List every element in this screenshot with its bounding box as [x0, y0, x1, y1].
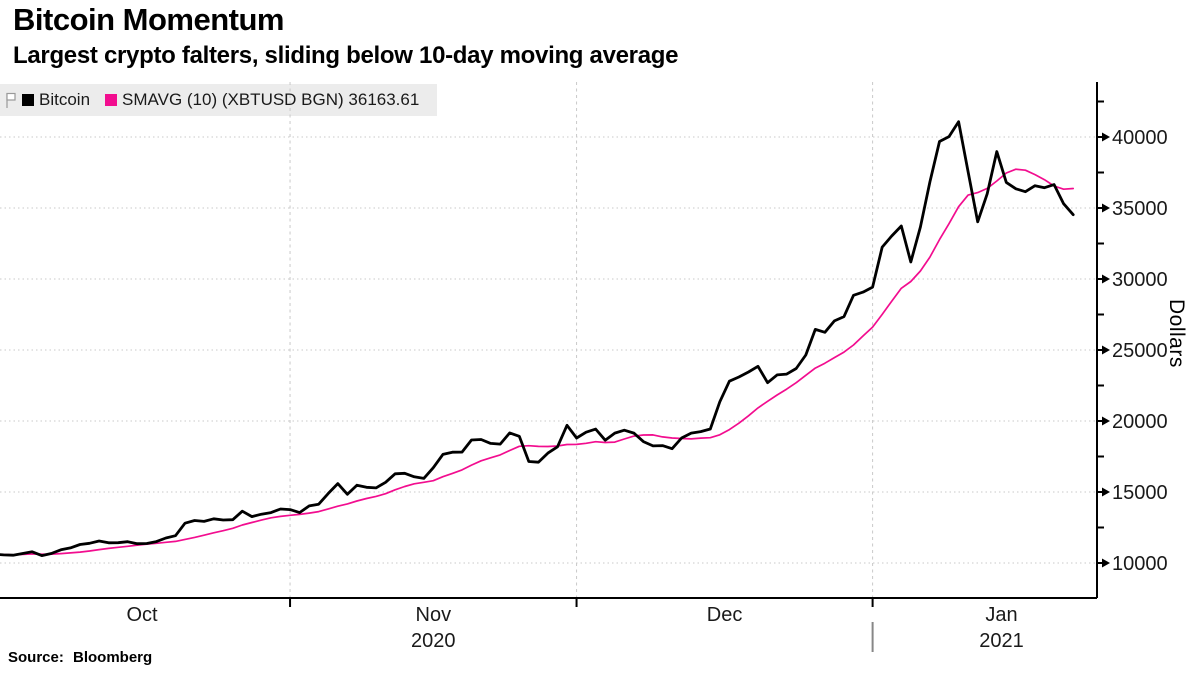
- legend: Bitcoin SMAVG (10) (XBTUSD BGN) 36163.61: [0, 84, 437, 116]
- bitcoin-line: [0, 120, 1075, 557]
- legend-item-bitcoin[interactable]: Bitcoin: [22, 90, 90, 110]
- bitcoin-swatch: [22, 94, 34, 106]
- y-tick-label: 35000: [1112, 198, 1168, 220]
- month-label: Jan: [985, 604, 1017, 626]
- y-tick-label: 25000: [1112, 340, 1168, 362]
- y-gridlines: [0, 136, 1097, 564]
- smavg-line: [0, 168, 1075, 556]
- y-tick-label: 30000: [1112, 269, 1168, 291]
- month-label: Dec: [707, 604, 743, 626]
- month-label: Oct: [126, 604, 158, 626]
- page-title: Bitcoin Momentum: [13, 2, 285, 37]
- chart-subtitle: Largest crypto falters, sliding below 10…: [13, 42, 679, 69]
- y-tick-label: 20000: [1112, 411, 1168, 433]
- year-label: 2021: [979, 630, 1024, 652]
- axes: [0, 82, 1098, 599]
- legend-item-bitcoin-label: Bitcoin: [39, 90, 91, 109]
- y-axis-ticks: 10000 15000 20000 25000 30000 35000 40000: [1097, 100, 1168, 575]
- month-label: Nov: [416, 604, 452, 626]
- year-label: 2020: [411, 630, 456, 652]
- source-note: Source: Bloomberg: [8, 649, 153, 666]
- y-tick-label: 40000: [1112, 127, 1168, 149]
- x-gridlines: [289, 82, 874, 598]
- legend-item-smavg-label: SMAVG (10) (XBTUSD BGN) 36163.61: [122, 90, 420, 109]
- x-axis-labels: Oct Nov Dec Jan 2020 2021: [126, 604, 1023, 652]
- legend-item-smavg[interactable]: SMAVG (10) (XBTUSD BGN) 36163.61: [105, 90, 419, 110]
- y-tick-label: 10000: [1112, 553, 1168, 575]
- y-tick-label: 15000: [1112, 482, 1168, 504]
- chart-flag-icon: [6, 92, 16, 108]
- y-axis-title: Dollars: [1165, 299, 1188, 368]
- smavg-swatch: [105, 94, 118, 106]
- x-axis-ticks: [289, 598, 874, 652]
